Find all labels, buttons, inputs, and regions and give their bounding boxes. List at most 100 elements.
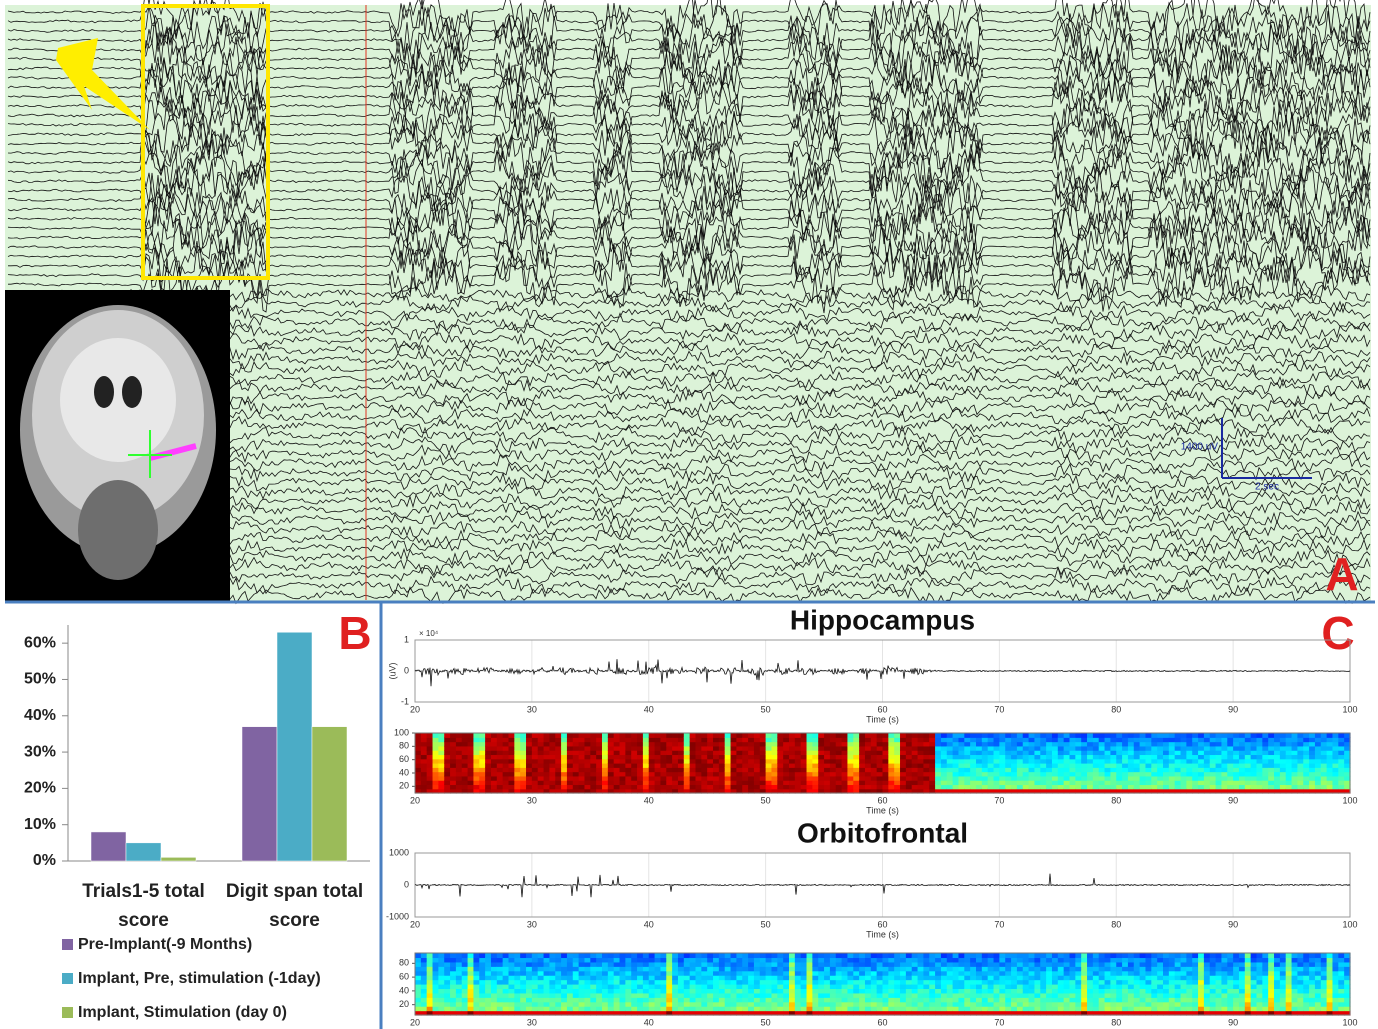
spectrogram-cell — [1110, 975, 1116, 980]
spectrogram-cell — [590, 988, 596, 993]
spectrogram-cell — [625, 746, 631, 751]
spectrogram-cell — [783, 988, 789, 993]
spectrogram-cell — [1005, 759, 1011, 764]
spectrogram-cell — [596, 971, 602, 976]
spectrogram-cell — [1186, 971, 1192, 976]
spectrogram-cell — [1210, 746, 1216, 751]
spectrogram-cell — [830, 984, 836, 989]
spectrogram-cell — [888, 767, 894, 772]
spectrogram-cell — [468, 750, 474, 755]
spectrogram-cell — [918, 750, 924, 755]
spectrogram-cell — [561, 962, 567, 967]
spectrogram-cell — [637, 784, 643, 789]
spectrogram-cell — [801, 759, 807, 764]
spectrogram-cell — [538, 780, 544, 785]
spectrogram-cell — [941, 750, 947, 755]
spectrogram-cell — [1169, 980, 1175, 985]
spectrogram-cell — [888, 776, 894, 781]
spectrogram-cell — [590, 737, 596, 742]
spectrogram-cell — [1122, 750, 1128, 755]
spectrogram-cell — [958, 980, 964, 985]
spectrogram-cell — [1198, 975, 1204, 980]
spectrogram-cell — [1210, 980, 1216, 985]
spectrogram-cell — [579, 763, 585, 768]
spectrogram-cell — [1292, 776, 1298, 781]
spectrogram-cell — [1181, 993, 1187, 998]
spectrogram-cell — [608, 742, 614, 747]
spectrogram-cell — [1251, 962, 1257, 967]
spectrogram-cell — [871, 733, 877, 738]
spectrogram-cell — [719, 980, 725, 985]
spectrogram-cell — [865, 993, 871, 998]
spectrogram-cell — [1274, 746, 1280, 751]
spectrogram-cell — [976, 754, 982, 759]
spectrogram-cell — [666, 754, 672, 759]
spectrogram-cell — [1163, 997, 1169, 1002]
spectrogram-cell — [859, 737, 865, 742]
spectrogram-cell — [883, 733, 889, 738]
spectrogram-cell — [1046, 1006, 1052, 1011]
spectrogram-cell — [1040, 1006, 1046, 1011]
spectrogram-cell — [771, 750, 777, 755]
spectrogram-cell — [754, 746, 760, 751]
spectrogram-cell — [777, 780, 783, 785]
spectrogram-cell — [836, 746, 842, 751]
spectrogram-cell — [438, 953, 444, 958]
spectrogram-cell — [1245, 997, 1251, 1002]
spectrogram-cell — [783, 742, 789, 747]
spectrogram-cell — [929, 1006, 935, 1011]
spectrogram-cell — [1029, 780, 1035, 785]
spectrogram-cell — [1251, 750, 1257, 755]
spectrogram-cell — [1309, 975, 1315, 980]
spectrogram-cell — [1087, 975, 1093, 980]
spectrogram-cell — [713, 733, 719, 738]
spectrogram-cell — [1122, 1002, 1128, 1007]
spectrogram-cell — [503, 988, 509, 993]
spectrogram-cell — [684, 971, 690, 976]
spectrogram-cell — [1064, 962, 1070, 967]
spectrogram-cell — [649, 767, 655, 772]
spectrogram-cell — [923, 1002, 929, 1007]
spectrogram-cell — [1245, 957, 1251, 962]
spectrogram-cell — [824, 980, 830, 985]
spectrogram-cell — [520, 763, 526, 768]
spectrogram-cell — [666, 750, 672, 755]
spectrogram-cell — [906, 962, 912, 967]
spectrogram-cell — [596, 993, 602, 998]
spectrogram-cell — [1309, 746, 1315, 751]
spectrogram-cell — [637, 975, 643, 980]
scale-time: 2 sec — [1255, 482, 1279, 493]
spectrogram-cell — [1122, 754, 1128, 759]
spectrogram-cell — [947, 966, 953, 971]
spectrogram-cell — [853, 772, 859, 777]
spectrogram-cell — [1017, 966, 1023, 971]
spectrogram-cell — [1064, 759, 1070, 764]
spectrogram-cell — [1099, 754, 1105, 759]
spectrogram-cell — [433, 759, 439, 764]
spectrogram-cell — [1251, 957, 1257, 962]
spectrogram-cell — [1175, 763, 1181, 768]
spectrogram-cell — [444, 784, 450, 789]
spectrogram-cell — [1011, 993, 1017, 998]
spectrogram-cell — [1093, 971, 1099, 976]
spectrogram-cell — [1011, 971, 1017, 976]
spectrogram-cell — [713, 763, 719, 768]
spectrogram-cell — [1151, 772, 1157, 777]
spectrogram-cell — [584, 966, 590, 971]
spectrogram-cell — [1274, 971, 1280, 976]
spectrogram-cell — [1251, 763, 1257, 768]
spectrogram-cell — [666, 962, 672, 967]
spectrogram-cell — [696, 767, 702, 772]
x-tick-label: 90 — [1228, 1017, 1238, 1027]
spectrogram-cell — [894, 763, 900, 768]
spectrogram-cell — [994, 754, 1000, 759]
spectrogram-cell — [1268, 984, 1274, 989]
spectrogram-cell — [1227, 984, 1233, 989]
spectrogram-cell — [731, 962, 737, 967]
spectrogram-cell — [900, 1002, 906, 1007]
spectrogram-cell — [1116, 1002, 1122, 1007]
spectrogram-cell — [655, 784, 661, 789]
spectrogram-cell — [456, 750, 462, 755]
spectrogram-cell — [549, 975, 555, 980]
spectrogram-cell — [777, 971, 783, 976]
